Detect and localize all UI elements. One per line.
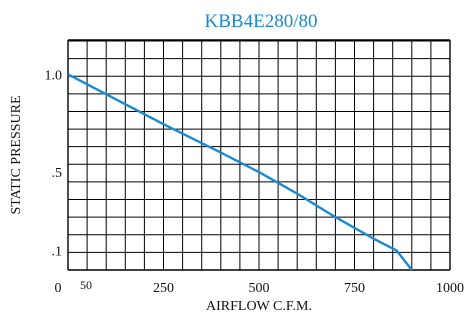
x-tick-label: 250 — [153, 281, 174, 296]
x-tick-label: 0 — [55, 281, 62, 296]
y-tick-labels: .1 .5 1.0 — [45, 68, 63, 259]
x-tick-label: 50 — [80, 278, 92, 292]
y-tick-label: 1.0 — [45, 68, 63, 83]
y-tick-label: .1 — [52, 244, 63, 259]
series-line — [67, 73, 413, 271]
x-tick-label: 500 — [249, 281, 270, 296]
chart-title: KBB4E280/80 — [205, 11, 318, 32]
y-axis-label: STATIC PRESSURE — [9, 95, 24, 214]
x-axis-label: AIRFLOW C.F.M. — [206, 299, 312, 314]
x-tick-label: 750 — [344, 281, 365, 296]
x-tick-labels: 0 50 250 500 750 1000 — [55, 278, 465, 296]
chart-grid — [67, 39, 451, 271]
y-tick-label: .5 — [52, 166, 63, 181]
x-tick-label: 1000 — [436, 281, 464, 296]
